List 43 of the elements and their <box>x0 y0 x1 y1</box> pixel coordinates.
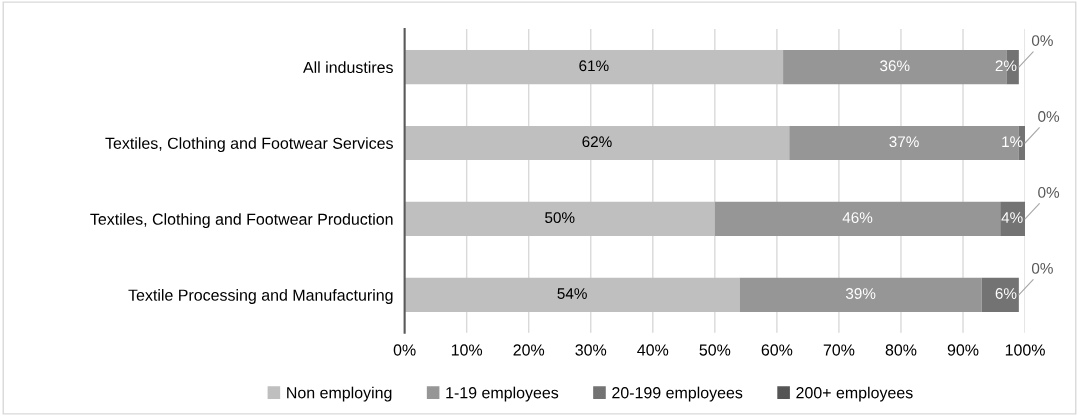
bar <box>981 277 1019 312</box>
x-tick-label: 90% <box>947 344 979 356</box>
data-label: 0% <box>1038 111 1060 122</box>
data-label: 37% <box>889 136 919 148</box>
bar <box>714 201 1001 236</box>
data-label: 50% <box>545 212 575 224</box>
x-tick-label: 30% <box>575 344 607 356</box>
legend-label: 1-19 employees <box>446 386 559 402</box>
x-tick-label: 0% <box>393 344 416 356</box>
data-label: 2% <box>995 60 1017 72</box>
bar <box>739 277 982 312</box>
x-tick-label: 40% <box>637 344 669 356</box>
y-tick-label: All industires <box>303 61 393 74</box>
bar <box>404 50 784 85</box>
bar <box>404 277 740 312</box>
data-label: 46% <box>842 212 873 224</box>
data-label: 54% <box>557 288 587 299</box>
data-label: 0% <box>1038 187 1060 198</box>
data-label: 1% <box>1002 136 1023 148</box>
y-tick-label: Textile Processing and Manufacturing <box>128 289 393 304</box>
y-tick-label: Textiles, Clothing and Footwear Production <box>90 213 393 229</box>
bar <box>1000 201 1026 236</box>
data-label: 62% <box>582 136 612 148</box>
data-label: 4% <box>1001 212 1023 223</box>
bar <box>404 201 715 236</box>
data-label: 39% <box>845 288 876 299</box>
x-tick-label: 10% <box>451 344 483 356</box>
x-tick-label: 60% <box>761 344 793 356</box>
x-tick-label: 50% <box>699 344 731 356</box>
legend-label: 20-199 employees <box>612 386 743 402</box>
data-label: 36% <box>880 60 910 72</box>
bar <box>404 125 790 161</box>
data-label: 61% <box>579 60 609 72</box>
x-tick-label: 100% <box>1005 344 1045 356</box>
data-label: 6% <box>995 288 1017 299</box>
x-tick-label: 80% <box>885 344 917 356</box>
y-tick-label: Textiles, Clothing and Footwear Services <box>105 137 393 153</box>
x-tick-label: 20% <box>513 344 545 356</box>
data-label: 0% <box>1031 262 1053 274</box>
legend-label: 200+ employees <box>796 386 913 402</box>
data-label: 0% <box>1031 35 1053 46</box>
x-tick-label: 70% <box>823 344 855 356</box>
legend-label: Non employing <box>287 386 392 402</box>
